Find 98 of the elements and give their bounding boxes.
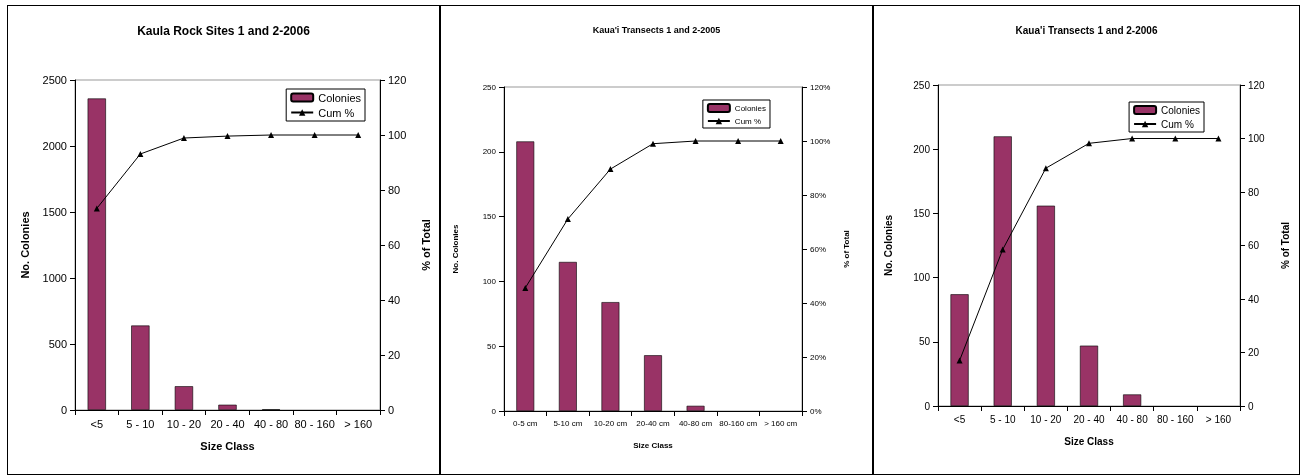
point <box>735 138 742 144</box>
point <box>137 150 144 157</box>
y-tick-label: 50 <box>918 336 931 348</box>
y2-tick-label: 20% <box>810 352 827 362</box>
y2-tick-label: 20 <box>388 349 401 361</box>
y-tick-label: 50 <box>487 341 497 351</box>
y-tick-label: 150 <box>913 207 931 219</box>
y2-tick-label: 40% <box>810 298 827 308</box>
chart-title: Kaula Rock Sites 1 and 2-2006 <box>137 24 311 38</box>
y2-tick-label: 100% <box>810 136 831 146</box>
y-tick-label: 250 <box>913 79 931 91</box>
y-tick-label: 1000 <box>42 272 67 284</box>
y-tick-label: 2000 <box>42 140 67 152</box>
point <box>777 138 784 144</box>
x-tick-label: 40 - 80 <box>253 417 289 430</box>
x-tick-label: 20 - 40 <box>1073 413 1105 425</box>
x-tick-label: <5 <box>90 417 104 430</box>
y2-tick-label: 20 <box>1248 347 1260 358</box>
y2-tick-label: 0 <box>388 404 395 416</box>
x-tick-label: > 160 cm <box>764 418 798 428</box>
y-axis-title: No. Colonies <box>18 211 31 279</box>
y2-tick-label: 80 <box>388 184 401 196</box>
legend-label: Cum % <box>734 116 762 126</box>
point <box>522 284 529 291</box>
y-tick-label: 500 <box>48 338 67 350</box>
y-tick-label: 1500 <box>42 206 67 218</box>
y2-tick-label: 80% <box>810 190 827 200</box>
y2-tick-label: 40 <box>1248 293 1260 305</box>
y2-axis-title: % of Total <box>419 219 432 271</box>
point <box>224 133 231 140</box>
point <box>999 246 1006 253</box>
point <box>564 216 571 223</box>
y2-tick-label: 120 <box>388 74 407 86</box>
y2-axis-title: % of Total <box>841 230 851 268</box>
point <box>180 135 187 142</box>
y2-tick-label: 80 <box>1248 186 1260 198</box>
y-tick-label: 0 <box>60 404 67 416</box>
x-tick-label: 40 - 80 <box>1116 413 1149 425</box>
x-tick-label: 10 - 20 <box>166 417 202 430</box>
y-tick-label: 0 <box>924 400 931 412</box>
x-tick-label: 0-5 cm <box>513 418 538 428</box>
x-tick-label: 40-80 cm <box>678 418 713 428</box>
x-tick-label: <5 <box>953 413 966 425</box>
x-tick-label: 5-10 cm <box>553 418 583 428</box>
y2-axis-title: % of Total <box>1279 221 1291 270</box>
legend-label: Colonies <box>734 103 767 113</box>
y2-tick-label: 60% <box>810 244 827 254</box>
x-tick-label: 10-20 cm <box>593 418 628 428</box>
point <box>1042 165 1049 172</box>
x-axis-title: Size Class <box>1064 435 1115 447</box>
x-tick-label: 80-160 cm <box>719 418 758 428</box>
y2-tick-label: 60 <box>388 239 401 251</box>
point <box>1172 135 1179 142</box>
x-axis-title: Size Class <box>633 440 674 450</box>
y2-tick-label: 60 <box>1248 240 1260 251</box>
point <box>650 140 656 147</box>
point <box>607 166 614 173</box>
y2-tick-label: 100 <box>388 129 407 141</box>
x-tick-label: 5 - 10 <box>989 413 1016 425</box>
x-tick-label: > 160 <box>1205 413 1232 425</box>
y-tick-label: 100 <box>482 276 497 286</box>
point <box>268 132 275 138</box>
y-tick-label: 2500 <box>42 74 67 86</box>
point <box>355 132 362 138</box>
x-tick-label: > 160 <box>344 417 373 430</box>
chart-title: Kaua'i Transects 1 and 2-2006 <box>1015 24 1158 36</box>
point <box>692 138 699 144</box>
point <box>956 357 963 364</box>
legend-label: Colonies <box>318 91 362 104</box>
point <box>311 132 318 138</box>
legend-label: Cum % <box>318 106 355 119</box>
legend-label: Cum % <box>1161 118 1194 130</box>
y2-tick-label: 120 <box>1248 79 1266 91</box>
y2-tick-label: 40 <box>388 294 401 306</box>
point <box>1215 135 1222 142</box>
chart-title: Kaua'i Transects 1 and 2-2005 <box>592 24 721 35</box>
y-tick-label: 150 <box>482 212 497 222</box>
x-axis-title: Size Class <box>200 439 255 452</box>
y2-tick-label: 100 <box>1248 133 1266 144</box>
y-tick-label: 100 <box>913 272 931 284</box>
y-tick-label: 0 <box>491 406 497 416</box>
legend-label: Colonies <box>1161 104 1201 116</box>
point <box>1129 135 1136 142</box>
x-tick-label: 5 - 10 <box>126 417 155 430</box>
x-tick-label: 20-40 cm <box>636 418 670 428</box>
y-axis-title: No. Colonies <box>882 214 894 277</box>
y2-tick-label: 0 <box>1248 400 1254 412</box>
y-tick-label: 200 <box>913 143 931 155</box>
y-tick-label: 200 <box>482 147 497 157</box>
y-axis-title: No. Colonies <box>450 224 460 274</box>
x-tick-label: 20 - 40 <box>210 417 245 430</box>
y2-tick-label: 0% <box>810 406 822 416</box>
x-tick-label: 10 - 20 <box>1030 413 1062 425</box>
y2-tick-label: 120% <box>810 82 831 92</box>
x-tick-label: 80 - 160 <box>1156 413 1195 425</box>
point <box>1086 140 1092 147</box>
y-tick-label: 250 <box>482 82 497 92</box>
x-tick-label: 80 - 160 <box>294 417 335 430</box>
